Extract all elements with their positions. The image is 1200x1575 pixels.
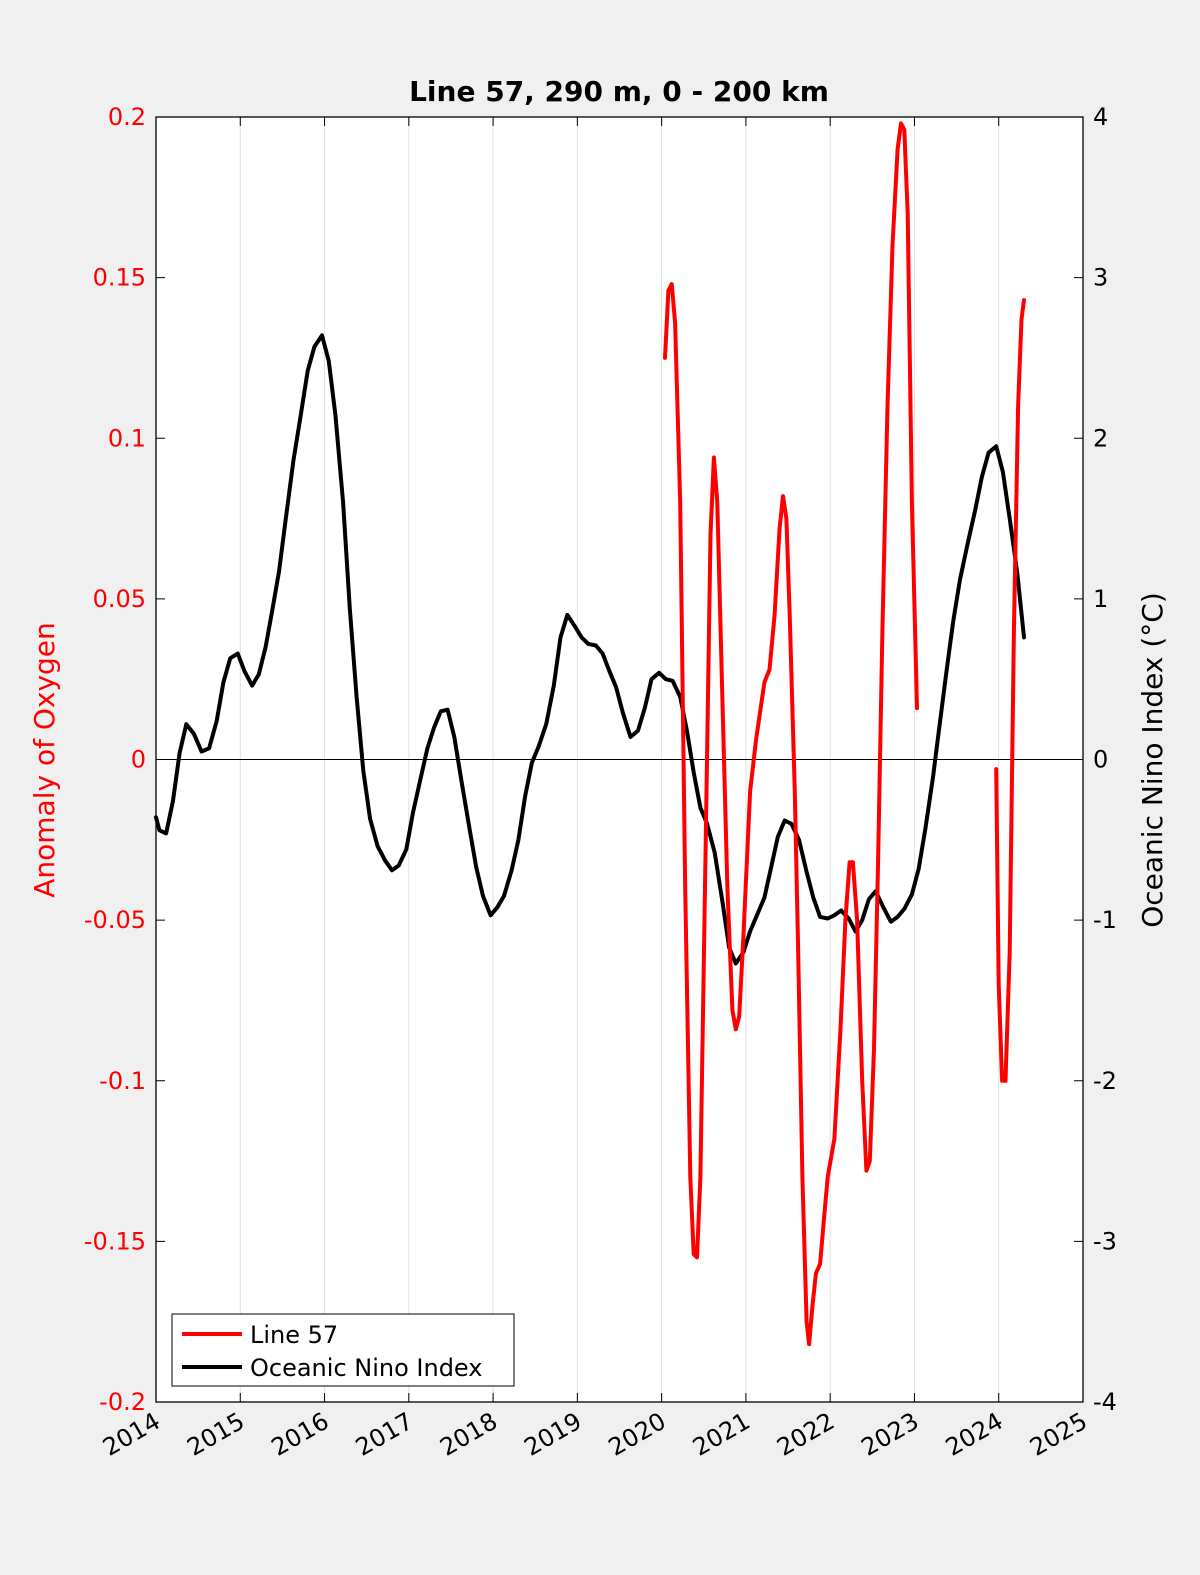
y-left-tick-label: -0.2 xyxy=(99,1388,146,1416)
y-axis-right: -4 -3 -2 -1 0 1 2 3 4 xyxy=(1074,103,1117,1416)
y-right-tick-label: 1 xyxy=(1093,585,1108,613)
y-left-tick-label: -0.1 xyxy=(99,1067,146,1095)
y-left-tick-label: -0.05 xyxy=(84,906,146,934)
y-axis-left-label: Anomaly of Oxygen xyxy=(28,622,61,898)
y-right-tick-label: 2 xyxy=(1093,424,1108,452)
legend-label-oni: Oceanic Nino Index xyxy=(250,1354,482,1382)
y-left-tick-label: 0.05 xyxy=(93,585,146,613)
series-layer xyxy=(154,121,1026,1347)
y-right-tick-label: -3 xyxy=(1093,1227,1117,1255)
y-left-tick-label: 0.2 xyxy=(108,103,146,131)
y-right-tick-label: 0 xyxy=(1093,746,1108,774)
y-right-tick-label: 4 xyxy=(1093,103,1108,131)
y-right-tick-label: 3 xyxy=(1093,264,1108,292)
y-left-tick-label: -0.15 xyxy=(84,1227,146,1255)
y-axis-left: -0.2 -0.15 -0.1 -0.05 0 0.05 0.1 0.15 0.2 xyxy=(84,103,165,1416)
y-axis-right-label: Oceanic Nino Index (°C) xyxy=(1136,592,1169,928)
y-right-tick-label: -2 xyxy=(1093,1067,1117,1095)
y-right-tick-label: -4 xyxy=(1093,1388,1117,1416)
series-line-line-57-segment-2 xyxy=(994,298,1026,1083)
legend-label-line57: Line 57 xyxy=(250,1321,338,1349)
y-left-tick-label: 0.15 xyxy=(93,264,146,292)
y-right-tick-label: -1 xyxy=(1093,906,1117,934)
legend: Line 57 Oceanic Nino Index xyxy=(171,1313,515,1387)
chart-title: Line 57, 290 m, 0 - 200 km xyxy=(409,75,829,108)
y-left-tick-label: 0 xyxy=(131,746,146,774)
series-line-line-57-segment-1 xyxy=(663,121,919,1347)
y-left-tick-label: 0.1 xyxy=(108,424,146,452)
legend-box xyxy=(171,1313,515,1387)
